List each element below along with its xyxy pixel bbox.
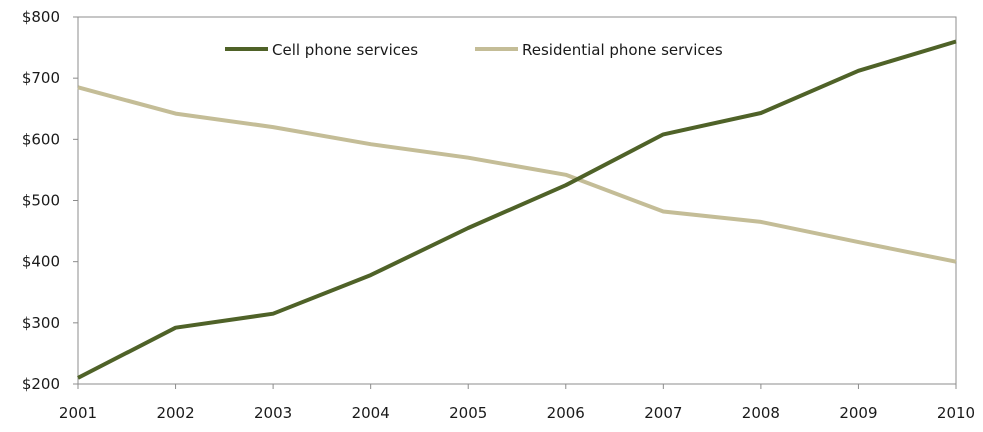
y-tick-label: $400 — [22, 253, 60, 271]
x-tick-label: 2005 — [449, 404, 487, 422]
y-tick-label: $800 — [22, 8, 60, 26]
x-tick-label: 2008 — [742, 404, 780, 422]
y-tick-label: $700 — [22, 69, 60, 87]
legend-label-residential-phone-services: Residential phone services — [522, 41, 723, 59]
x-tick-label: 2001 — [59, 404, 97, 422]
x-tick-label: 2004 — [352, 404, 390, 422]
legend-label-cell-phone-services: Cell phone services — [272, 41, 418, 59]
x-tick-label: 2009 — [839, 404, 877, 422]
plot-area — [77, 16, 957, 385]
x-tick-label: 2003 — [254, 404, 292, 422]
x-tick-label: 2006 — [547, 404, 585, 422]
y-tick-label: $500 — [22, 192, 60, 210]
series-line-cell-phone-services — [77, 39, 957, 380]
axis-ticks — [73, 16, 957, 389]
y-tick-label: $600 — [22, 130, 60, 148]
y-tick-label: $200 — [22, 375, 60, 393]
y-axis-labels: $200 $300 $400 $500 $600 $700 $800 — [22, 8, 60, 393]
x-tick-label: 2010 — [937, 404, 975, 422]
y-tick-label: $300 — [22, 314, 60, 332]
series-line-residential-phone-services — [77, 85, 957, 264]
series-lines — [77, 39, 957, 380]
x-axis-labels: 2001 2002 2003 2004 2005 2006 2007 2008 2009 2010 — [59, 404, 975, 422]
x-tick-label: 2002 — [156, 404, 194, 422]
x-tick-label: 2007 — [644, 404, 682, 422]
legend: Cell phone services Residential phone se… — [225, 41, 723, 59]
